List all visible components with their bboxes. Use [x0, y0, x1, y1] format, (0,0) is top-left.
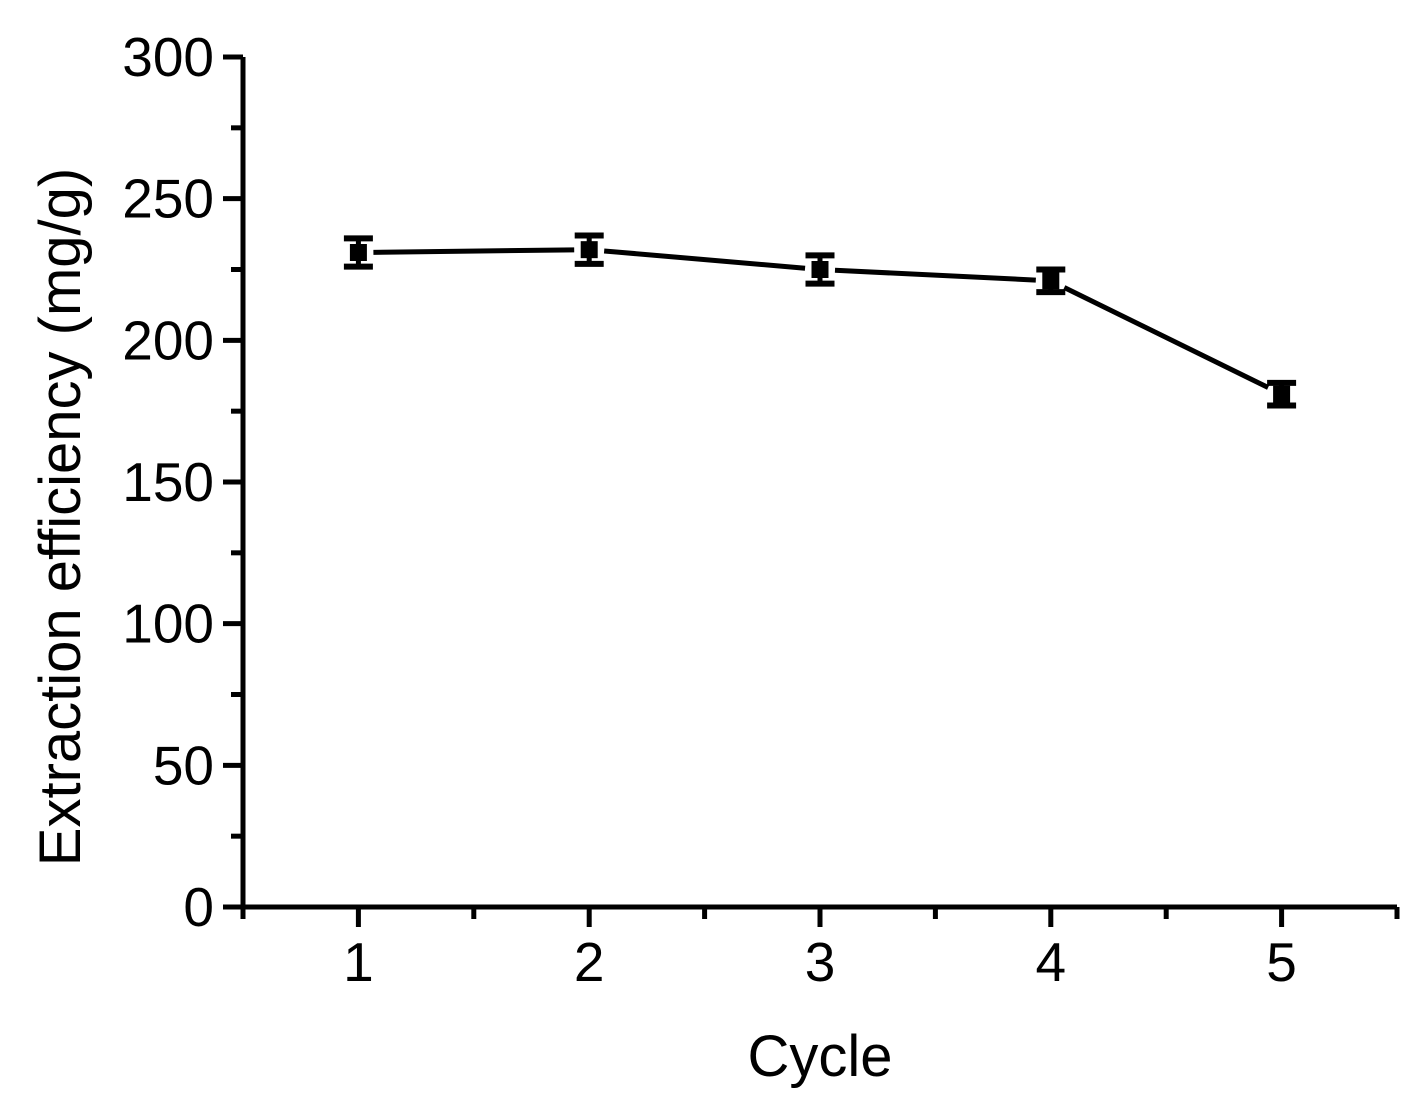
x-tick-label: 5 [1266, 931, 1297, 993]
y-tick-label: 150 [122, 451, 214, 513]
series-line-segment [373, 247, 575, 255]
y-tick-label: 100 [122, 593, 214, 655]
x-axis-title: Cycle [747, 1024, 892, 1089]
x-tick-label: 2 [574, 931, 605, 993]
x-tick-label: 4 [1036, 931, 1067, 993]
data-point-marker [349, 244, 367, 261]
y-tick-label: 250 [122, 168, 214, 230]
x-tick-label: 3 [805, 931, 836, 993]
data-point-marker [580, 241, 598, 259]
data-point-marker [811, 261, 829, 278]
data-point-marker [1273, 385, 1291, 403]
y-tick-label: 300 [122, 26, 214, 88]
data-point-marker [1042, 272, 1060, 290]
series-line-segment [1063, 285, 1270, 390]
y-tick-label: 50 [153, 734, 214, 796]
y-axis-title: Extraction efficiency (mg/g) [28, 168, 93, 866]
series-line-segment [603, 248, 806, 271]
x-tick-label: 1 [343, 931, 374, 993]
y-tick-label: 0 [183, 876, 214, 938]
y-tick-label: 200 [122, 309, 214, 371]
series-line-segment [834, 267, 1036, 283]
